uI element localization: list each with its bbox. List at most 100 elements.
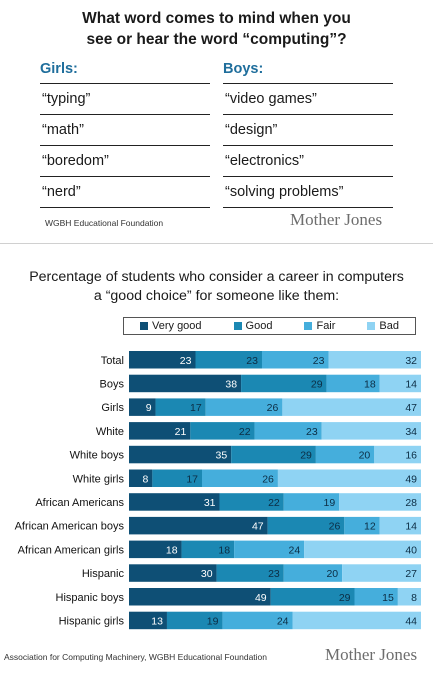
data-label-fair: 23 xyxy=(306,426,318,438)
bar-segment-bad xyxy=(374,445,421,464)
data-label-very-good: 18 xyxy=(166,544,178,556)
survey-title-line1: What word comes to mind when you xyxy=(82,10,351,27)
section-divider xyxy=(0,243,433,244)
data-label-very-good: 8 xyxy=(143,473,149,485)
bar-segment-good xyxy=(241,374,327,393)
data-label-bad: 27 xyxy=(405,568,417,580)
category-label-african-american-girls: African American girls xyxy=(18,544,125,556)
data-label-very-good: 21 xyxy=(175,426,187,438)
category-label-white-boys: White boys xyxy=(70,450,125,462)
data-label-very-good: 30 xyxy=(201,568,213,580)
data-label-good: 26 xyxy=(329,521,341,533)
bar-segment-fair xyxy=(202,469,278,487)
bar-segment-good xyxy=(152,469,202,487)
girls-word: “typing” xyxy=(40,84,210,115)
data-label-fair: 23 xyxy=(313,355,325,367)
girls-word: “boredom” xyxy=(40,146,210,177)
data-label-good: 29 xyxy=(311,378,323,390)
bar-segment-very-good xyxy=(129,398,156,416)
legend-label: Bad xyxy=(379,320,399,332)
data-label-fair: 26 xyxy=(262,473,274,485)
bar-segment-good xyxy=(181,540,235,559)
category-label-boys: Boys xyxy=(100,378,125,390)
legend-swatch xyxy=(140,322,148,330)
survey-title: What word comes to mind when you see or … xyxy=(40,8,393,50)
chart-legend: Very good Good Fair Bad xyxy=(123,317,416,335)
data-label-good: 19 xyxy=(207,615,219,627)
survey-title-line2: see or hear the word “computing”? xyxy=(86,31,347,48)
bar-segment-good xyxy=(190,422,255,440)
data-label-bad: 32 xyxy=(405,355,417,367)
data-label-fair: 24 xyxy=(289,544,301,556)
girls-word: “math” xyxy=(40,115,210,146)
boys-header: Boys: xyxy=(223,61,393,84)
girls-word: “nerd” xyxy=(40,177,210,208)
data-label-good: 23 xyxy=(268,568,280,580)
data-label-good: 29 xyxy=(300,450,312,462)
bar-segment-good xyxy=(219,493,284,511)
chart-title: Percentage of students who consider a ca… xyxy=(6,268,427,306)
data-label-very-good: 49 xyxy=(255,592,267,604)
data-label-fair: 15 xyxy=(382,592,394,604)
category-label-white: White xyxy=(96,426,124,438)
legend-label: Fair xyxy=(316,320,336,332)
bar-segment-bad xyxy=(379,516,421,535)
category-label-hispanic: Hispanic xyxy=(82,568,125,580)
bar-segment-fair xyxy=(283,564,343,582)
bar-segment-bad xyxy=(379,374,421,393)
chart-title-line2: a “good choice” for someone like them: xyxy=(93,288,340,304)
data-label-good: 22 xyxy=(239,426,251,438)
data-label-fair: 18 xyxy=(364,378,376,390)
bar-segment-good xyxy=(267,516,345,535)
bar-segment-very-good xyxy=(129,422,191,440)
data-label-good: 17 xyxy=(186,473,198,485)
legend-item-very-good: Very good xyxy=(140,320,202,332)
bar-segment-fair xyxy=(326,374,380,393)
bar-segment-very-good xyxy=(129,588,271,606)
data-label-bad: 16 xyxy=(405,450,417,462)
data-label-good: 29 xyxy=(339,592,351,604)
category-label-total: Total xyxy=(101,355,124,367)
bar-segment-fair xyxy=(315,445,375,464)
survey-source: WGBH Educational Foundation xyxy=(45,218,164,228)
data-label-bad: 8 xyxy=(411,592,417,604)
bar-segment-bad xyxy=(282,398,421,416)
data-label-fair: 20 xyxy=(326,568,338,580)
bar-segment-bad xyxy=(292,611,421,630)
boys-word: “electronics” xyxy=(223,146,393,177)
bar-segment-bad xyxy=(277,469,421,487)
data-label-good: 17 xyxy=(190,402,202,414)
legend-label: Very good xyxy=(152,320,202,332)
data-label-bad: 44 xyxy=(405,615,417,627)
bar-segment-fair xyxy=(261,351,329,369)
data-label-very-good: 47 xyxy=(252,521,264,533)
bar-segment-fair xyxy=(354,588,398,606)
girls-column: Girls: “typing” “math” “boredom” “nerd” xyxy=(40,61,210,208)
legend-item-bad: Bad xyxy=(367,320,399,332)
bar-segment-very-good xyxy=(129,374,242,393)
data-label-good: 18 xyxy=(218,544,230,556)
brand-logo: Mother Jones xyxy=(325,645,418,664)
chart-title-line1: Percentage of students who consider a ca… xyxy=(29,269,404,285)
bar-segment-fair xyxy=(254,422,322,440)
data-label-good: 23 xyxy=(246,355,258,367)
boys-word: “solving problems” xyxy=(223,177,393,208)
data-label-bad: 34 xyxy=(405,426,417,438)
bar-segment-bad xyxy=(339,493,421,511)
data-label-bad: 47 xyxy=(405,402,417,414)
bar-segment-very-good xyxy=(129,469,153,487)
bar-segment-bad xyxy=(321,422,421,440)
legend-item-good: Good xyxy=(233,320,273,332)
legend-swatch xyxy=(304,322,313,330)
bar-segment-very-good xyxy=(129,540,182,559)
bar-segment-bad xyxy=(304,540,421,559)
data-label-fair: 24 xyxy=(277,615,289,627)
data-label-fair: 20 xyxy=(359,450,371,462)
legend-item-fair: Fair xyxy=(304,320,335,332)
category-label-hispanic-boys: Hispanic boys xyxy=(56,592,125,604)
data-label-bad: 14 xyxy=(405,378,417,390)
bar-segment-very-good xyxy=(129,611,167,630)
bar-segment-very-good xyxy=(129,493,220,511)
bar-segment-very-good xyxy=(129,445,232,464)
legend-label: Good xyxy=(245,320,273,332)
